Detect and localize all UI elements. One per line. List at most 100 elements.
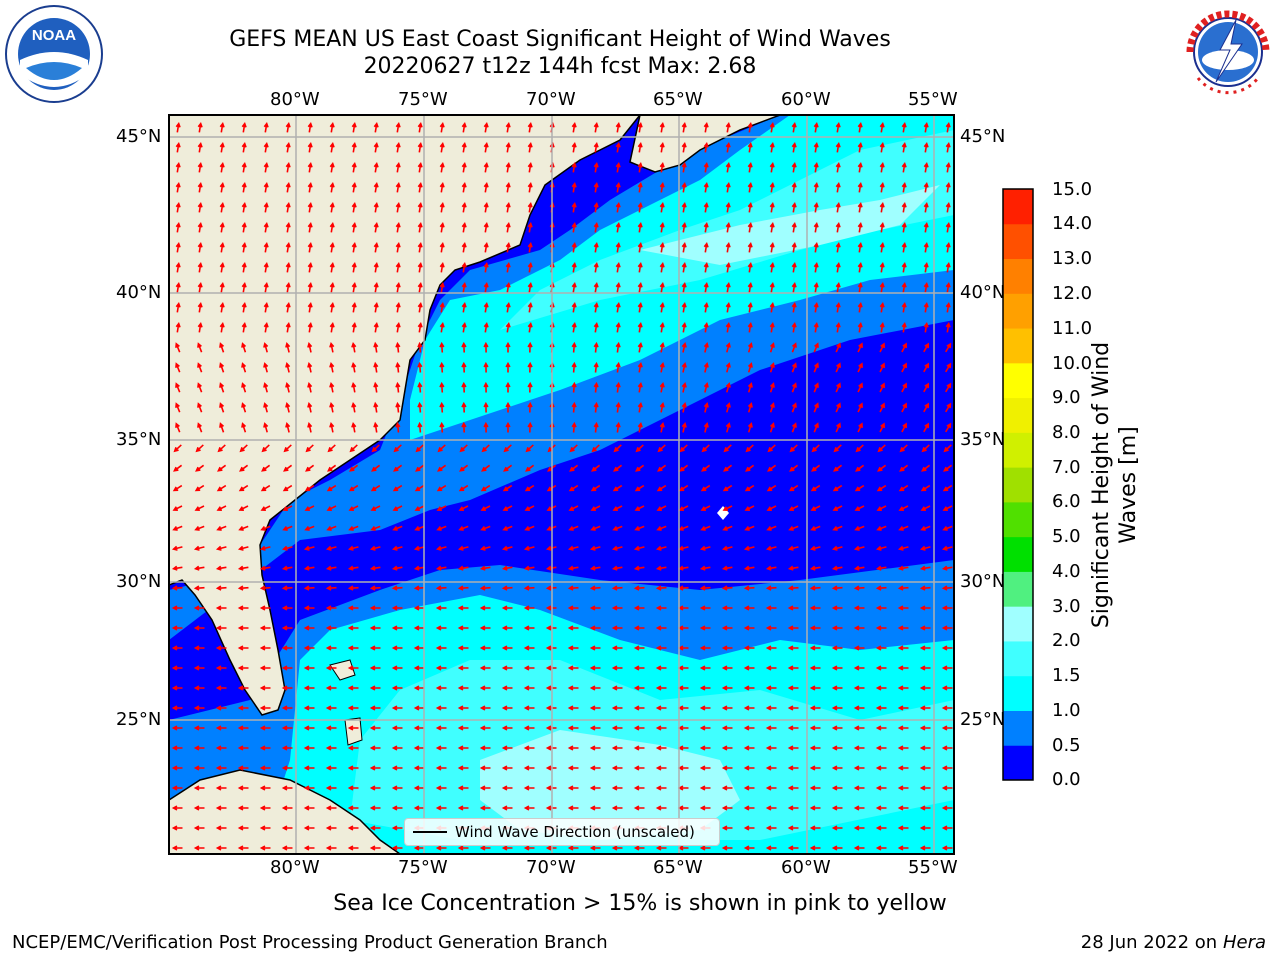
wave-direction-arrow bbox=[919, 645, 931, 651]
wave-direction-arrow bbox=[611, 745, 623, 751]
wave-direction-arrow bbox=[791, 181, 797, 193]
wave-direction-arrow bbox=[901, 362, 907, 373]
wave-direction-arrow bbox=[501, 705, 513, 711]
wave-direction-arrow bbox=[175, 402, 181, 413]
wave-direction-arrow bbox=[743, 605, 755, 611]
wave-direction-arrow bbox=[897, 765, 909, 771]
wave-direction-arrow bbox=[393, 444, 402, 453]
wave-direction-arrow bbox=[721, 805, 733, 811]
wave-direction-arrow bbox=[351, 321, 357, 333]
wave-direction-arrow bbox=[351, 181, 357, 193]
wave-direction-arrow bbox=[369, 825, 381, 831]
wave-direction-arrow bbox=[941, 605, 953, 611]
wave-direction-arrow bbox=[699, 625, 711, 631]
wave-direction-arrow bbox=[765, 745, 777, 751]
wave-direction-arrow bbox=[879, 362, 885, 373]
wave-direction-arrow bbox=[483, 141, 489, 153]
wave-direction-arrow bbox=[853, 565, 865, 571]
wave-direction-arrow bbox=[171, 585, 183, 591]
wave-direction-arrow bbox=[699, 665, 711, 671]
wave-direction-arrow bbox=[657, 444, 666, 453]
wave-direction-arrow bbox=[373, 321, 379, 333]
wave-direction-arrow bbox=[457, 565, 469, 571]
wave-direction-arrow bbox=[457, 745, 469, 751]
wave-direction-arrow bbox=[699, 765, 711, 771]
wave-direction-arrow bbox=[370, 505, 381, 511]
wave-direction-arrow bbox=[703, 161, 709, 173]
wave-direction-arrow bbox=[349, 464, 359, 472]
wave-direction-arrow bbox=[479, 705, 491, 711]
wave-direction-arrow bbox=[919, 605, 931, 611]
wave-direction-arrow bbox=[483, 301, 489, 313]
wave-direction-arrow bbox=[590, 484, 601, 492]
wave-direction-arrow bbox=[439, 421, 445, 433]
colorbar-tick: 3.0 bbox=[1052, 596, 1081, 617]
wave-direction-arrow bbox=[215, 805, 227, 811]
wave-direction-arrow bbox=[413, 705, 425, 711]
wave-direction-arrow bbox=[415, 444, 424, 453]
wave-direction-arrow bbox=[633, 625, 645, 631]
wave-direction-arrow bbox=[259, 645, 271, 651]
wave-direction-arrow bbox=[787, 745, 799, 751]
wave-direction-arrow bbox=[655, 645, 667, 651]
map-frame bbox=[168, 114, 955, 855]
lon-tick-bottom-1: 75°W bbox=[398, 857, 448, 878]
wave-direction-arrow bbox=[835, 181, 841, 193]
wave-direction-arrow bbox=[241, 321, 247, 333]
wave-direction-arrow bbox=[197, 402, 203, 413]
wave-direction-arrow bbox=[590, 525, 601, 531]
wave-direction-arrow bbox=[285, 161, 291, 173]
wave-direction-arrow bbox=[901, 422, 907, 433]
wave-direction-arrow bbox=[765, 825, 777, 831]
wave-direction-arrow bbox=[501, 545, 513, 551]
wave-direction-arrow bbox=[901, 161, 907, 173]
wave-direction-arrow bbox=[681, 281, 687, 293]
wave-direction-arrow bbox=[945, 261, 951, 273]
wave-direction-arrow bbox=[481, 444, 490, 453]
wave-direction-arrow bbox=[835, 402, 841, 413]
wave-direction-arrow bbox=[567, 645, 579, 651]
wave-direction-arrow bbox=[261, 464, 271, 472]
wave-direction-arrow bbox=[700, 484, 711, 492]
lon-tick-top-4: 60°W bbox=[781, 89, 831, 110]
wave-direction-arrow bbox=[615, 361, 621, 373]
wave-direction-arrow bbox=[347, 685, 359, 691]
wave-direction-arrow bbox=[171, 765, 183, 771]
colorbar-segment bbox=[1003, 189, 1033, 225]
wave-direction-arrow bbox=[436, 484, 447, 492]
wave-direction-arrow bbox=[813, 281, 819, 293]
wave-direction-arrow bbox=[571, 121, 577, 133]
wave-direction-arrow bbox=[593, 121, 599, 133]
wave-direction-arrow bbox=[721, 545, 733, 551]
wave-direction-arrow bbox=[765, 565, 777, 571]
wave-direction-arrow bbox=[789, 444, 798, 453]
wave-direction-arrow bbox=[769, 342, 775, 353]
wave-direction-arrow bbox=[347, 545, 359, 551]
wave-direction-arrow bbox=[175, 201, 181, 213]
wave-direction-arrow bbox=[919, 685, 931, 691]
wave-direction-arrow bbox=[175, 261, 181, 273]
wave-direction-arrow bbox=[589, 665, 601, 671]
wave-direction-arrow bbox=[747, 241, 753, 253]
wave-direction-arrow bbox=[524, 484, 535, 492]
colorbar-tick: 12.0 bbox=[1052, 283, 1093, 304]
wave-direction-arrow bbox=[725, 422, 731, 433]
wave-direction-arrow bbox=[875, 665, 887, 671]
wave-direction-arrow bbox=[175, 301, 181, 313]
wave-direction-arrow bbox=[634, 505, 645, 511]
wave-direction-arrow bbox=[373, 401, 379, 413]
wave-direction-arrow bbox=[307, 341, 313, 353]
wave-direction-arrow bbox=[699, 545, 711, 551]
wave-direction-arrow bbox=[853, 705, 865, 711]
wave-direction-arrow bbox=[527, 301, 533, 313]
wave-direction-arrow bbox=[173, 444, 182, 453]
wave-direction-arrow bbox=[634, 484, 645, 492]
wave-direction-arrow bbox=[435, 645, 447, 651]
wave-direction-arrow bbox=[941, 625, 953, 631]
wave-direction-arrow bbox=[458, 525, 469, 531]
wave-direction-arrow bbox=[395, 301, 401, 313]
wave-direction-arrow bbox=[238, 525, 249, 531]
wave-direction-arrow bbox=[219, 261, 225, 273]
wave-direction-arrow bbox=[215, 645, 227, 651]
wave-direction-arrow bbox=[483, 221, 489, 233]
